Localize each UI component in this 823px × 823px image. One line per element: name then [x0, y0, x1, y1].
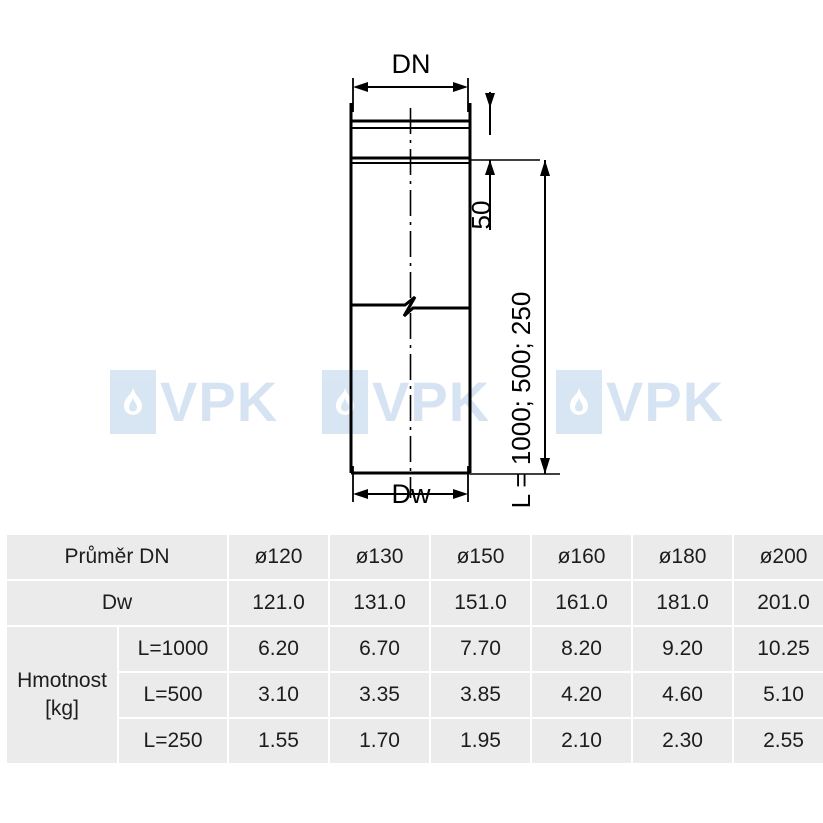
cell-w250-4: 2.10	[532, 719, 632, 763]
cell-dw-3: 151.0	[431, 581, 531, 625]
cell-dn-3: ø150	[431, 535, 531, 579]
dn-arrow-right	[453, 82, 468, 92]
dn-dimension	[352, 78, 469, 112]
sub-header-l500: L=500	[119, 673, 228, 717]
watermark-text: VPK	[606, 370, 725, 433]
table-row: L=500 3.10 3.35 3.85 4.20 4.60 5.10	[7, 673, 823, 717]
cell-w500-6: 5.10	[734, 673, 823, 717]
cell-w500-1: 3.10	[229, 673, 329, 717]
cell-dw-2: 131.0	[330, 581, 430, 625]
cell-dw-1: 121.0	[229, 581, 329, 625]
flame-icon	[556, 370, 602, 434]
cell-w250-6: 2.55	[734, 719, 823, 763]
cell-w500-3: 3.85	[431, 673, 531, 717]
cell-w500-4: 4.20	[532, 673, 632, 717]
socket-length-label: 50	[466, 201, 496, 230]
flame-icon	[110, 370, 156, 434]
dw-label: Dw	[392, 479, 431, 509]
watermark-text: VPK	[160, 370, 279, 433]
row-header-dw: Dw	[7, 581, 228, 625]
cell-w500-2: 3.35	[330, 673, 430, 717]
length-arrow-top	[540, 160, 550, 176]
watermark: VPK	[556, 370, 724, 434]
length-arrow-bottom	[540, 458, 550, 474]
cell-dn-2: ø130	[330, 535, 430, 579]
specification-table: Průměr DN ø120 ø130 ø150 ø160 ø180 ø200 …	[5, 533, 823, 765]
pipe-technical-drawing: DN Dw 50 L = 1000; 500; 250	[349, 49, 560, 509]
cell-dn-6: ø200	[734, 535, 823, 579]
table-row: L=250 1.55 1.70 1.95 2.10 2.30 2.55	[7, 719, 823, 763]
socket-arrow-bottom	[485, 160, 495, 175]
weight-label: Hmotnost	[17, 668, 107, 692]
socket-arrow-top	[485, 93, 495, 108]
weight-unit: [kg]	[45, 697, 79, 720]
dw-arrow-left	[353, 489, 368, 499]
cell-w500-5: 4.60	[633, 673, 733, 717]
cell-w250-3: 1.95	[431, 719, 531, 763]
flame-icon	[322, 370, 368, 434]
table-row: Průměr DN ø120 ø130 ø150 ø160 ø180 ø200	[7, 535, 823, 579]
cell-dn-4: ø160	[532, 535, 632, 579]
table-row: Hmotnost [kg] L=1000 6.20 6.70 7.70 8.20…	[7, 627, 823, 763]
break-line	[351, 295, 470, 318]
row-header-diameter: Průměr DN	[7, 535, 228, 579]
sub-header-l250: L=250	[119, 719, 228, 763]
sub-header-l1000: L=1000	[119, 627, 228, 671]
table-row: Dw 121.0 131.0 151.0 161.0 181.0 201.0	[7, 581, 823, 625]
total-length-label: L = 1000; 500; 250	[506, 292, 536, 509]
cell-w1000-4: 8.20	[532, 627, 632, 671]
cell-dn-5: ø180	[633, 535, 733, 579]
dw-arrow-right	[453, 489, 468, 499]
dn-label: DN	[392, 49, 431, 79]
cell-dn-1: ø120	[229, 535, 329, 579]
cell-w1000-5: 9.20	[633, 627, 733, 671]
row-header-weight: Hmotnost [kg]	[7, 627, 117, 763]
cell-dw-6: 201.0	[734, 581, 823, 625]
cell-w1000-2: 6.70	[330, 627, 430, 671]
cell-dw-5: 181.0	[633, 581, 733, 625]
cell-w1000-6: 10.25	[734, 627, 823, 671]
socket-dimension	[470, 92, 540, 230]
cell-w250-5: 2.30	[633, 719, 733, 763]
cell-w250-2: 1.70	[330, 719, 430, 763]
cell-w1000-3: 7.70	[431, 627, 531, 671]
length-dimension	[470, 160, 560, 475]
specification-table-wrapper: Průměr DN ø120 ø130 ø150 ø160 ø180 ø200 …	[5, 533, 823, 765]
cell-w250-1: 1.55	[229, 719, 329, 763]
dw-dimension	[352, 466, 469, 502]
cell-w1000-1: 6.20	[229, 627, 329, 671]
watermark: VPK	[110, 370, 278, 434]
cell-dw-4: 161.0	[532, 581, 632, 625]
dn-arrow-left	[353, 82, 368, 92]
